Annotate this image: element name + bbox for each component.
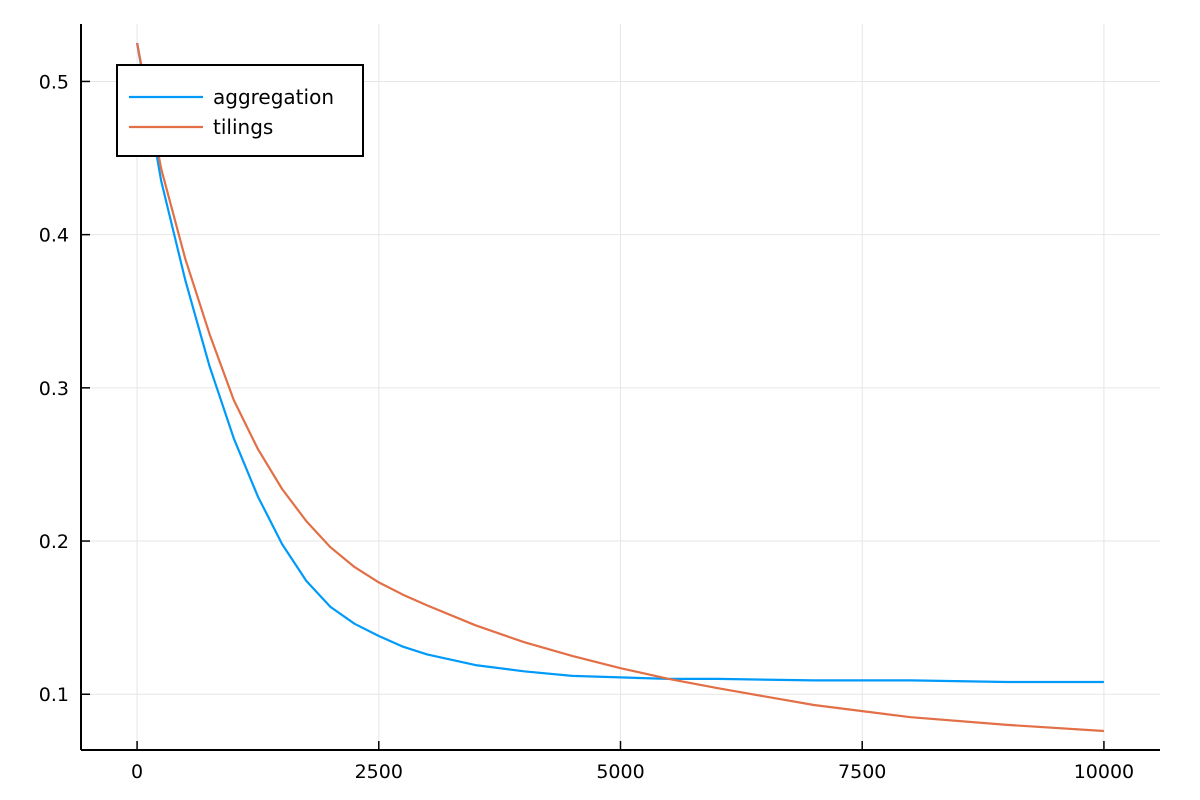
- x-tick-label: 7500: [838, 761, 886, 783]
- y-tick-label: 0.2: [39, 531, 69, 553]
- y-tick-label: 0.1: [39, 684, 69, 706]
- x-tick-label: 5000: [596, 761, 644, 783]
- x-tick-label: 2500: [355, 761, 403, 783]
- series-lines: [136, 42, 1104, 733]
- grid: [81, 24, 1160, 750]
- y-tick-label: 0.4: [39, 225, 69, 247]
- y-tick-label: 0.3: [39, 378, 69, 400]
- y-tick-label: 0.5: [39, 71, 69, 93]
- legend-label-tilings: tilings: [213, 115, 273, 139]
- x-tick-label: 0: [131, 761, 143, 783]
- legend-box: [116, 64, 364, 157]
- series-line-aggregation: [136, 42, 1104, 684]
- x-tick-label: 10000: [1074, 761, 1134, 783]
- series-line-tilings: [136, 42, 1104, 733]
- axes: 0 2500 5000 7500 10000 0.1 0.2 0.3 0.4 0.5: [39, 24, 1160, 783]
- legend-label-aggregation: aggregation: [213, 85, 334, 109]
- legend: aggregation tilings: [116, 64, 364, 157]
